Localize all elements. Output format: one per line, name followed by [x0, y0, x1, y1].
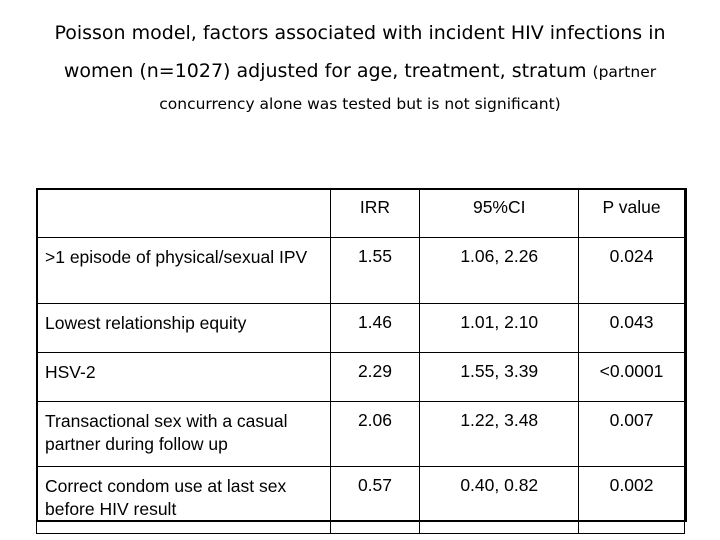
- title-line-2-note: (partner: [592, 63, 657, 81]
- table-row: Correct condom use at last sex before HI…: [36, 466, 685, 534]
- title-line-2-main: women (n=1027) adjusted for age, treatme…: [63, 60, 587, 82]
- header-ci: 95%CI: [419, 188, 580, 238]
- table-header-row: IRR 95%CI P value: [36, 188, 685, 238]
- table-row: HSV-2 2.29 1.55, 3.39 <0.0001: [36, 352, 685, 402]
- p-value-cell: 0.043: [578, 303, 685, 353]
- factor-cell: HSV-2: [36, 352, 331, 402]
- irr-cell: 1.55: [329, 237, 421, 304]
- irr-cell: 0.57: [329, 466, 421, 534]
- header-factor: [36, 188, 331, 238]
- p-value-cell: 0.007: [578, 401, 685, 467]
- p-value-cell: <0.0001: [578, 352, 685, 402]
- title-line-3: concurrency alone was tested but is not …: [159, 95, 561, 113]
- results-table: IRR 95%CI P value >1 episode of physical…: [36, 188, 685, 534]
- header-p-value: P value: [578, 188, 685, 238]
- title-line-1: Poisson model, factors associated with i…: [54, 22, 666, 44]
- ci-cell: 1.06, 2.26: [419, 237, 580, 304]
- ci-cell: 1.01, 2.10: [419, 303, 580, 353]
- header-irr: IRR: [329, 188, 421, 238]
- p-value-cell: 0.002: [578, 466, 685, 534]
- factor-cell: Transactional sex with a casual partner …: [36, 401, 331, 467]
- title-line-2: women (n=1027) adjusted for age, treatme…: [0, 52, 720, 91]
- ci-cell: 0.40, 0.82: [419, 466, 580, 534]
- table-row: >1 episode of physical/sexual IPV 1.55 1…: [36, 237, 685, 304]
- ci-cell: 1.22, 3.48: [419, 401, 580, 467]
- irr-cell: 2.06: [329, 401, 421, 467]
- slide-title: Poisson model, factors associated with i…: [0, 14, 720, 117]
- factor-cell: >1 episode of physical/sexual IPV: [36, 237, 331, 304]
- factor-cell: Lowest relationship equity: [36, 303, 331, 353]
- factor-cell: Correct condom use at last sex before HI…: [36, 466, 331, 534]
- table-row: Transactional sex with a casual partner …: [36, 401, 685, 467]
- irr-cell: 2.29: [329, 352, 421, 402]
- p-value-cell: 0.024: [578, 237, 685, 304]
- ci-cell: 1.55, 3.39: [419, 352, 580, 402]
- table-row: Lowest relationship equity 1.46 1.01, 2.…: [36, 303, 685, 353]
- irr-cell: 1.46: [329, 303, 421, 353]
